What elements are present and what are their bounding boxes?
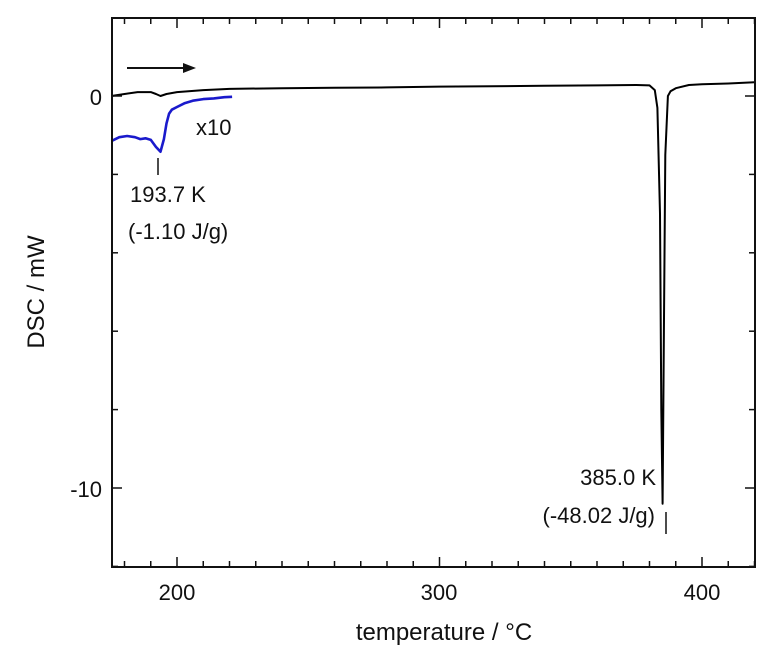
axis-ticks [112, 18, 756, 568]
x-tick-label-400: 400 [684, 580, 721, 605]
peak2-enthalpy-label: (-48.02 J/g) [543, 503, 656, 528]
peak2-temp-label: 385.0 K [580, 465, 656, 490]
y-tick-label-minus10: -10 [70, 477, 102, 502]
peak1-enthalpy-label: (-1.10 J/g) [128, 219, 228, 244]
plot-frame [111, 17, 756, 568]
magnification-label: x10 [196, 115, 231, 140]
peak1-temp-label: 193.7 K [130, 182, 206, 207]
series-line-main [111, 81, 755, 505]
y-axis-title: DSC / mW [23, 235, 50, 349]
x-axis-title: temperature / °C [356, 619, 532, 646]
x-tick-label-200: 200 [159, 580, 196, 605]
series-line-magnified [110, 95, 233, 153]
plot-marks [110, 81, 755, 505]
y-tick-label-0: 0 [90, 85, 102, 110]
heating-direction-arrow-icon [127, 63, 196, 73]
x-tick-label-300: 300 [421, 580, 458, 605]
